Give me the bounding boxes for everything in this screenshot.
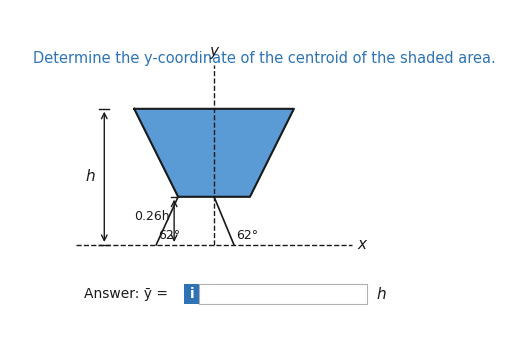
Text: y: y <box>210 44 218 59</box>
FancyBboxPatch shape <box>199 285 367 304</box>
Polygon shape <box>134 109 294 197</box>
Text: h: h <box>377 287 387 302</box>
Text: x: x <box>358 237 367 252</box>
Text: Answer: ȳ =: Answer: ȳ = <box>84 287 168 301</box>
Text: Determine the y-coordinate of the centroid of the shaded area.: Determine the y-coordinate of the centro… <box>32 51 495 66</box>
Text: 62°: 62° <box>158 229 180 242</box>
FancyBboxPatch shape <box>184 285 199 304</box>
Text: 62°: 62° <box>236 229 258 242</box>
Text: h: h <box>85 169 95 184</box>
Text: 0.26h: 0.26h <box>134 210 170 223</box>
Text: i: i <box>190 287 194 301</box>
